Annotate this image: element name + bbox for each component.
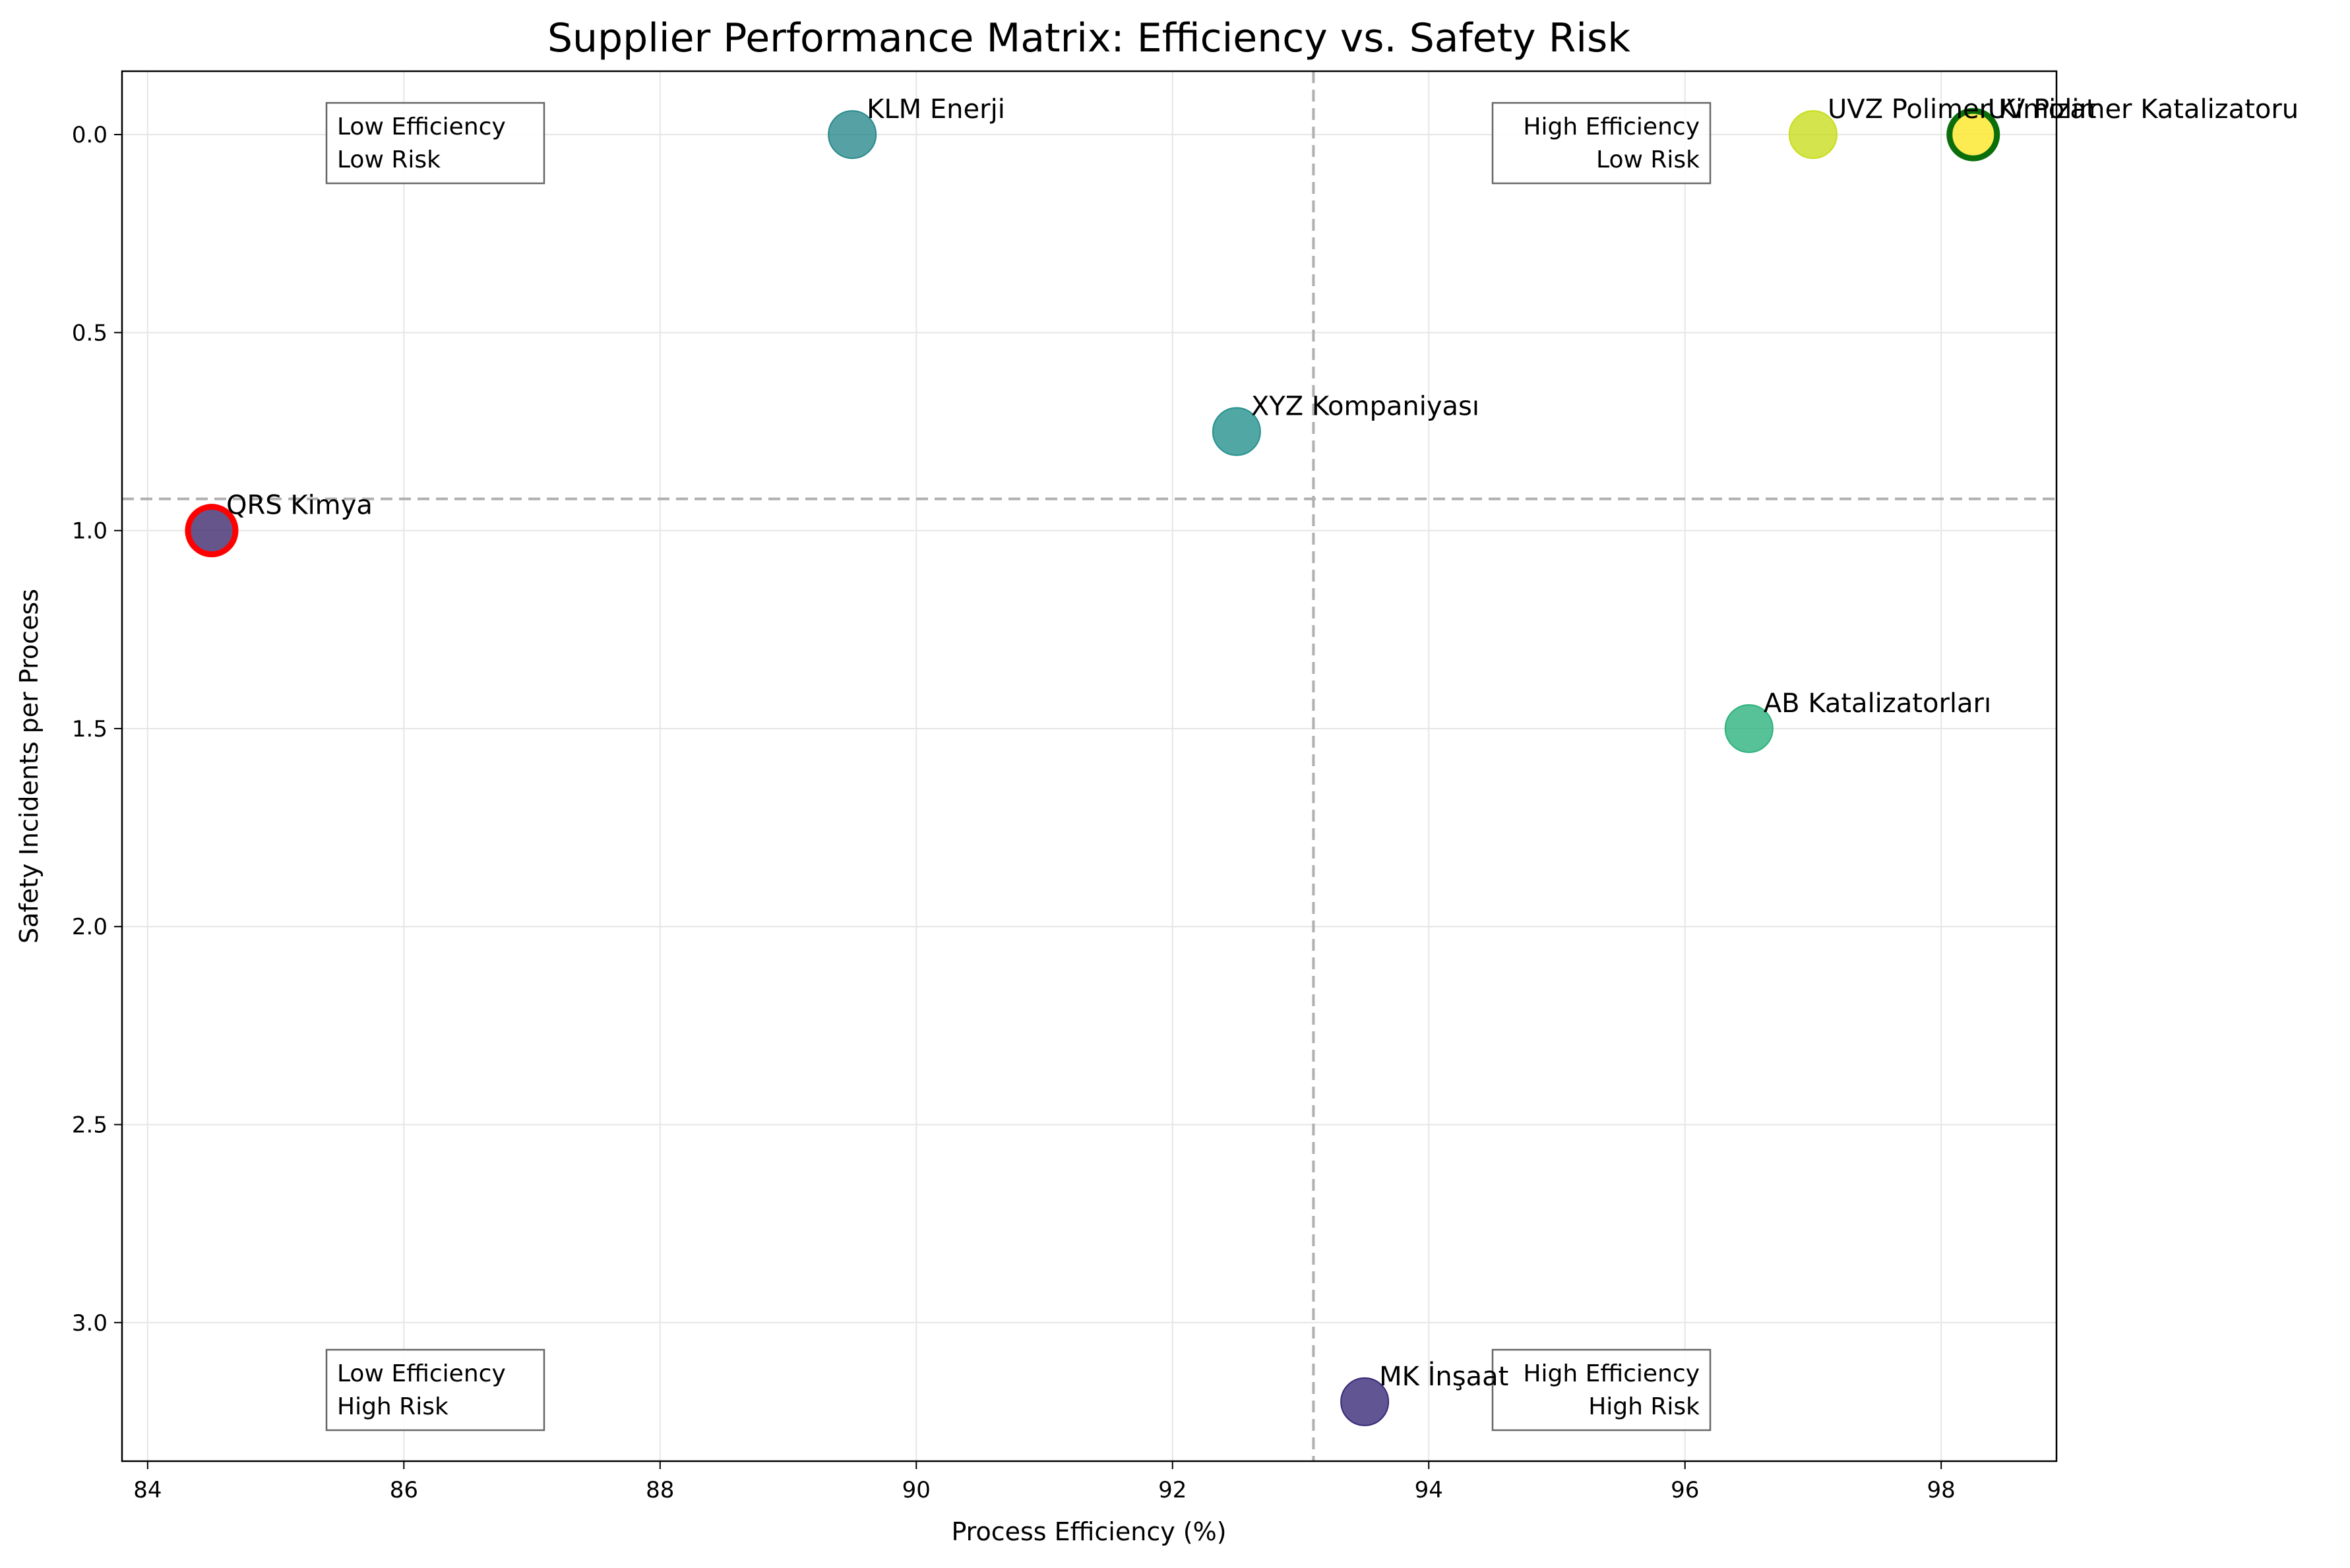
y-axis-ticks: 0.0 0.5 1.0 1.5 2.0 2.5 3.0: [72, 122, 122, 1337]
data-point-label: QRS Kimya: [226, 491, 373, 521]
y-axis-label: Safety Incidents per Process: [15, 589, 44, 944]
x-tick-label: 90: [902, 1477, 931, 1503]
highlighted-data-point: [185, 504, 239, 558]
data-point-label: UV Polimer Katalizatoru: [1988, 94, 2299, 125]
x-tick-label: 86: [390, 1477, 418, 1503]
quadrant-label-line: Low Efficiency: [337, 1360, 506, 1387]
data-point: [828, 110, 877, 160]
quadrant-label-box: [325, 1348, 545, 1432]
x-axis-label: Process Efficiency (%): [951, 1517, 1226, 1546]
data-points: [185, 107, 2000, 1426]
quadrant-labels: Low Efficiency Low Risk High Efficiency Low…: [325, 102, 1712, 1432]
y-tick-label: 0.0: [72, 122, 108, 148]
y-tick-label: 3.0: [72, 1310, 108, 1337]
data-point-label: UVZ Polimer Kimizat: [1828, 94, 2097, 125]
quadrant-label-line: Low Risk: [337, 146, 441, 173]
x-tick-label: 96: [1671, 1477, 1699, 1503]
x-axis-ticks: 84 86 88 90 92 94 96 98: [133, 1461, 1956, 1503]
data-point-label: AB Katalizatorları: [1764, 688, 1991, 719]
quadrant-label-line: High Efficiency: [1523, 113, 1700, 140]
grid-lines: [122, 71, 2056, 1461]
y-tick-label: 2.0: [72, 914, 108, 940]
quadrant-label-line: High Risk: [1588, 1393, 1700, 1420]
quadrant-label-line: Low Risk: [1596, 146, 1700, 173]
data-point-label: MK İnşaat: [1379, 1360, 1508, 1392]
quadrant-label-box: [1491, 1348, 1712, 1432]
data-point-label: KLM Enerji: [867, 94, 1005, 125]
quadrant-label-box: [1491, 102, 1712, 185]
data-point: [1212, 407, 1261, 456]
x-tick-label: 92: [1158, 1477, 1187, 1503]
x-tick-label: 88: [646, 1477, 674, 1503]
x-tick-label: 94: [1415, 1477, 1443, 1503]
chart-title: Supplier Performance Matrix: Efficiency …: [547, 15, 1630, 61]
x-tick-label: 84: [133, 1477, 162, 1503]
data-point: [1724, 704, 1774, 753]
quadrant-label-line: Low Efficiency: [337, 113, 506, 140]
plot-area-frame: [121, 70, 2058, 1462]
quadrant-label-box: [325, 102, 545, 185]
reference-lines: [122, 71, 2056, 1461]
quadrant-label-line: High Risk: [337, 1393, 448, 1420]
quadrant-label-line: High Efficiency: [1523, 1360, 1700, 1387]
y-tick-label: 1.0: [72, 518, 108, 545]
data-point-label: XYZ Kompaniyası: [1251, 392, 1479, 422]
point-labels: KLM Enerji XYZ Kompaniyası QRS Kimya AB Kat…: [226, 94, 2299, 1392]
x-tick-label: 98: [1927, 1477, 1956, 1503]
y-tick-label: 0.5: [72, 320, 108, 346]
y-tick-label: 1.5: [72, 716, 108, 742]
data-point: [1788, 110, 1838, 160]
y-tick-label: 2.5: [72, 1112, 108, 1139]
data-point: [1340, 1377, 1390, 1426]
highlighted-data-point: [1946, 107, 2000, 162]
